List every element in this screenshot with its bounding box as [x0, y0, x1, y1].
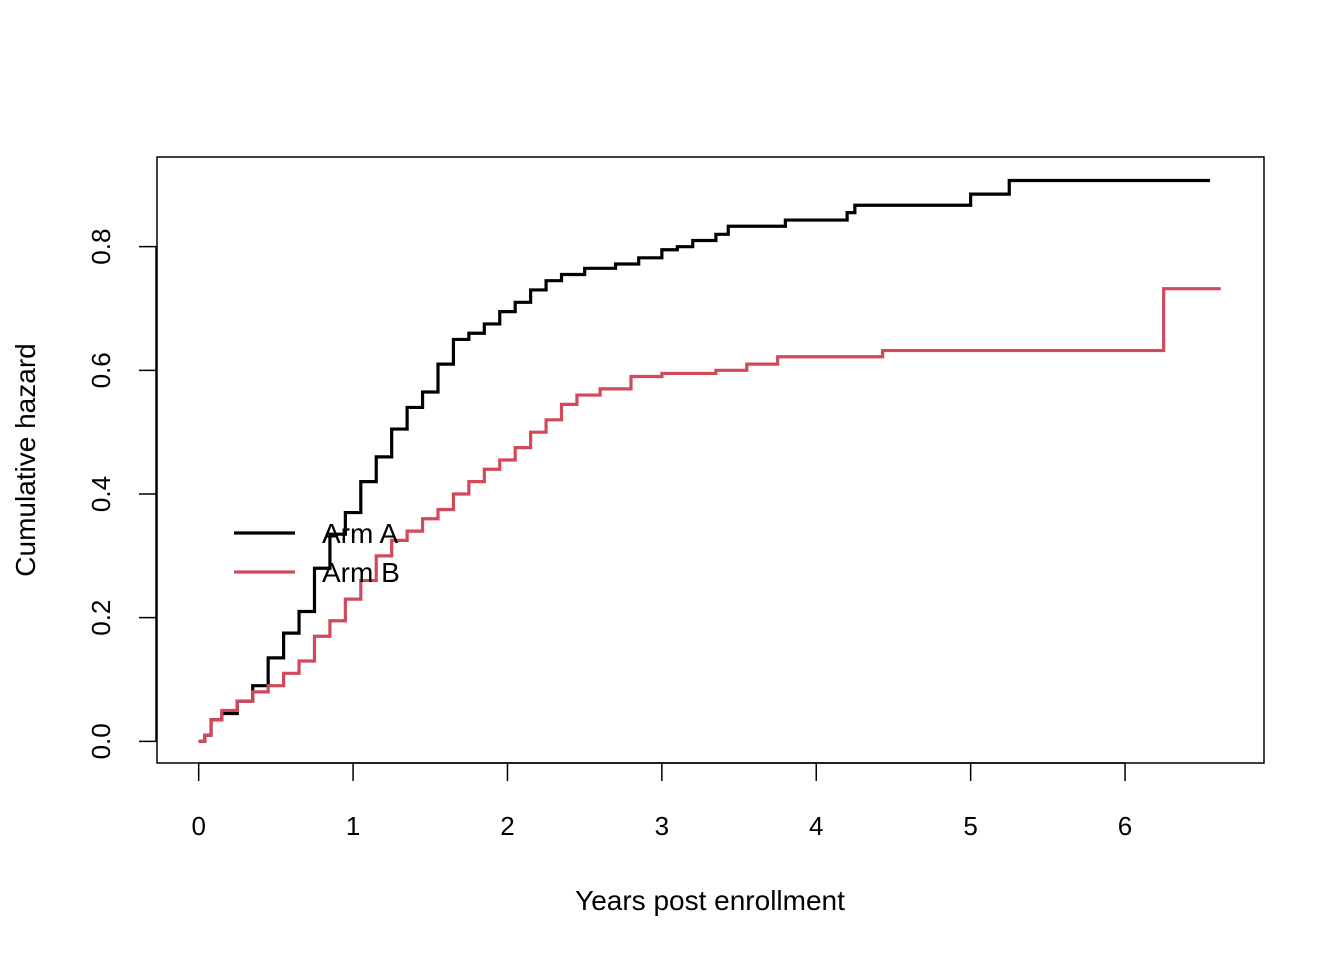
x-tick-label: 5	[963, 811, 977, 841]
y-tick-label: 0.8	[86, 229, 116, 265]
x-tick-label: 4	[809, 811, 823, 841]
y-axis: 0.0 0.2 0.4 0.6 0.8	[86, 229, 157, 759]
series-layer	[198, 178, 1221, 743]
x-tick-label: 0	[191, 811, 205, 841]
x-tick-label: 3	[655, 811, 669, 841]
series-line-arm-a	[198, 178, 1210, 743]
x-tick-label: 6	[1118, 811, 1132, 841]
x-axis: 0 1 2 3 4 5 6	[191, 762, 1132, 841]
legend: Arm A Arm B	[234, 518, 400, 588]
y-axis-title: Cumulative hazard	[10, 343, 41, 576]
legend-label: Arm A	[322, 518, 399, 549]
legend-label: Arm B	[322, 557, 400, 588]
y-tick-label: 0.6	[86, 352, 116, 388]
y-tick-label: 0.4	[86, 476, 116, 512]
x-axis-title: Years post enrollment	[575, 885, 845, 916]
series-line-arm-b	[198, 287, 1221, 743]
x-tick-label: 1	[346, 811, 360, 841]
plot-frame	[156, 156, 1265, 764]
x-tick-label: 2	[500, 811, 514, 841]
y-tick-label: 0.0	[86, 723, 116, 759]
y-tick-label: 0.2	[86, 600, 116, 636]
